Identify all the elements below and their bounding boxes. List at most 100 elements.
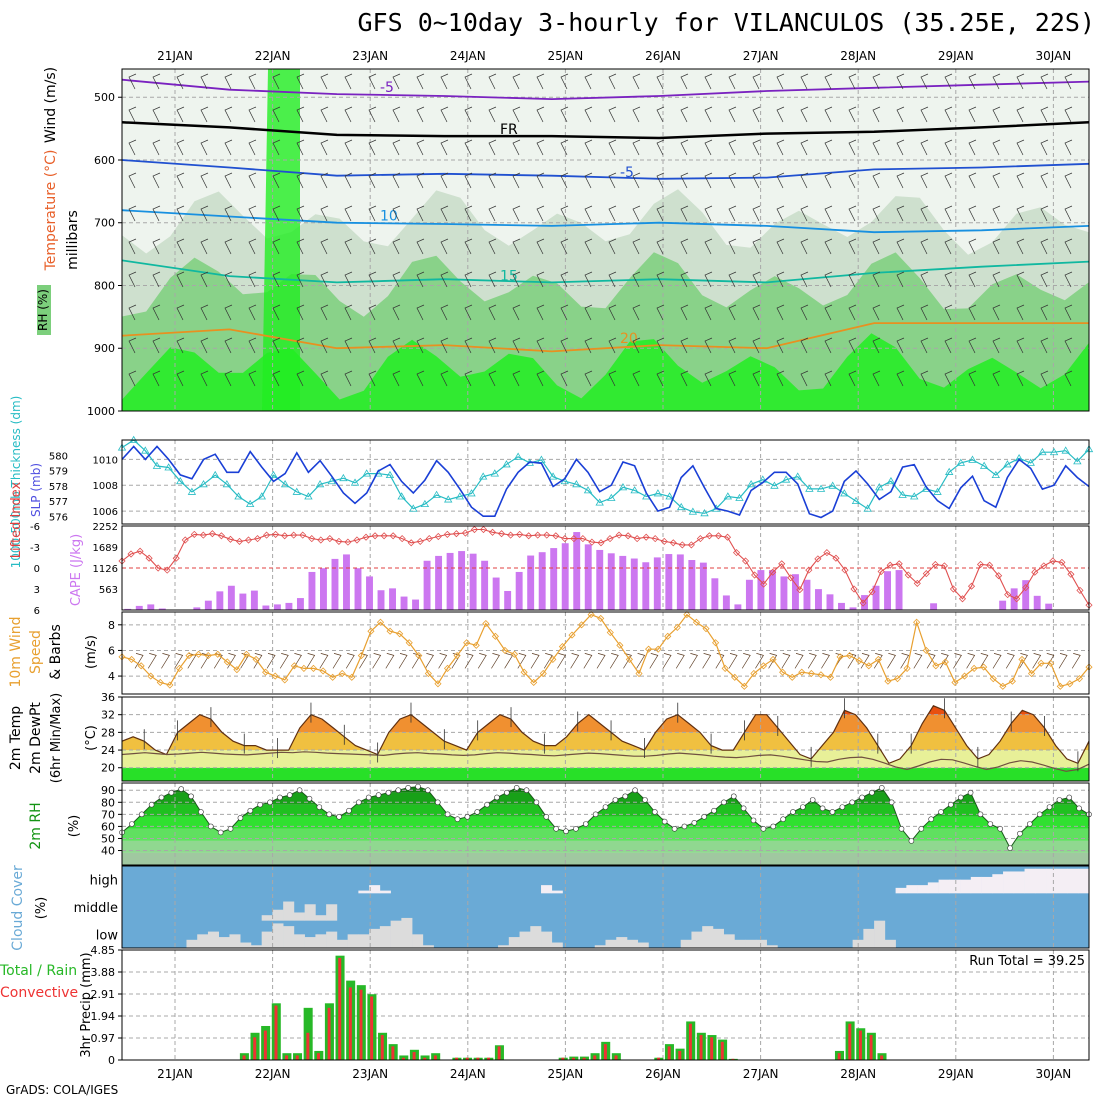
wind-speed-point (1047, 659, 1055, 667)
wind-barb (344, 271, 353, 288)
wind-barb (728, 653, 738, 669)
wind-speed-point (386, 627, 394, 635)
rh-point (780, 816, 786, 822)
wind-barb (632, 106, 641, 123)
wind-barb (344, 139, 353, 156)
wind-barb (200, 73, 209, 90)
lifted-index-point (172, 554, 180, 562)
wind-speed-point (539, 669, 547, 678)
cloud-cell (1046, 868, 1058, 894)
wind-barb (152, 304, 161, 321)
wind-barb (392, 172, 401, 189)
x-tick-label-top: 26JAN (645, 49, 681, 63)
wind-barb (608, 337, 617, 354)
wind-barb (560, 172, 569, 189)
lifted-index-point (841, 566, 849, 574)
lifted-index-point (995, 572, 1003, 580)
wind-barb (728, 106, 737, 123)
cloud-level-label: middle (74, 901, 118, 916)
cape-bar (861, 595, 868, 610)
wind-barb (675, 653, 685, 669)
wind-barb (248, 205, 257, 222)
li-tick-label: 6 (34, 606, 40, 617)
cloud-cell (551, 942, 563, 948)
wind-barb (992, 139, 1001, 156)
wind-barb (1071, 653, 1081, 669)
precip-convective-bar (487, 1057, 490, 1060)
wind-speed-point (137, 662, 145, 670)
rh-point (770, 823, 777, 830)
cloud-cell (197, 934, 209, 948)
wind-barb (440, 370, 449, 387)
wind-barb (584, 370, 593, 387)
wind-barb (1064, 139, 1073, 156)
wind-barb (512, 106, 521, 123)
wind-barb (704, 337, 713, 354)
wind-barb (464, 304, 473, 321)
cloud-cell (379, 890, 391, 894)
x-tick-label-bottom: 30JAN (1036, 1067, 1072, 1081)
wind-barb (680, 172, 689, 189)
wind-barb (1040, 172, 1049, 189)
lifted-index-point (434, 532, 442, 541)
lifted-index-point (452, 530, 460, 538)
wind-speed-point (376, 618, 385, 626)
rh-point (681, 823, 688, 830)
wind-barb (807, 653, 817, 669)
wind-barb (1040, 73, 1049, 90)
wind-barb (872, 73, 881, 90)
precip-convective-bar (731, 1058, 735, 1060)
wind-speed-point (817, 671, 825, 679)
thickness-point (187, 487, 197, 495)
rh-point (306, 795, 313, 802)
lifted-index-point (597, 539, 605, 547)
wind-barb (584, 172, 593, 189)
thickness-point (805, 484, 814, 492)
cape-bar (838, 602, 845, 610)
wind-barb (728, 370, 737, 387)
wind-barb (992, 238, 1001, 255)
lifted-index-point (723, 533, 732, 541)
rh-point (523, 787, 530, 794)
wind-barb (800, 304, 809, 321)
wind-barb (464, 337, 473, 354)
wind-speed-point (415, 651, 423, 660)
thickness-point (595, 498, 604, 506)
wind-barb (488, 304, 497, 321)
isotherm-label: -5 (380, 80, 394, 96)
wind-barb (848, 172, 857, 189)
lifted-index-point (543, 531, 551, 539)
wind-barb (536, 304, 545, 321)
wind-barb (1016, 337, 1025, 354)
wind-speed-point (558, 643, 566, 651)
lifted-index-point (199, 531, 207, 539)
rh-point (1076, 805, 1082, 812)
wind-barb (824, 370, 833, 387)
wind-barb (715, 653, 725, 669)
wind-barb (800, 139, 809, 156)
y-tick-label: 4.85 (91, 944, 116, 957)
wind-barb (848, 205, 857, 222)
wind-barb (392, 205, 401, 222)
lifted-index-point (705, 532, 713, 540)
wind-barb (392, 73, 401, 90)
wind-barb (398, 653, 408, 669)
rh-axis-label: RH (%) (36, 289, 50, 331)
wind-barb (416, 238, 425, 255)
wind-speed-point (606, 628, 614, 637)
cape-bar (630, 558, 638, 610)
rh-band (122, 840, 1089, 853)
wind-barb (224, 106, 233, 123)
wind-barb (345, 653, 355, 669)
wind-speed-point (262, 668, 270, 676)
cape-bar (999, 600, 1007, 610)
rh-point (1066, 794, 1073, 801)
rh-point (316, 804, 323, 810)
wind-barb (440, 73, 449, 90)
thickness-point (1003, 460, 1012, 468)
lifted-index-point (796, 586, 804, 594)
cape-bar (504, 590, 512, 610)
wind-barb (680, 337, 689, 354)
rh-band (122, 333, 1089, 411)
lifted-index-point (859, 599, 867, 607)
